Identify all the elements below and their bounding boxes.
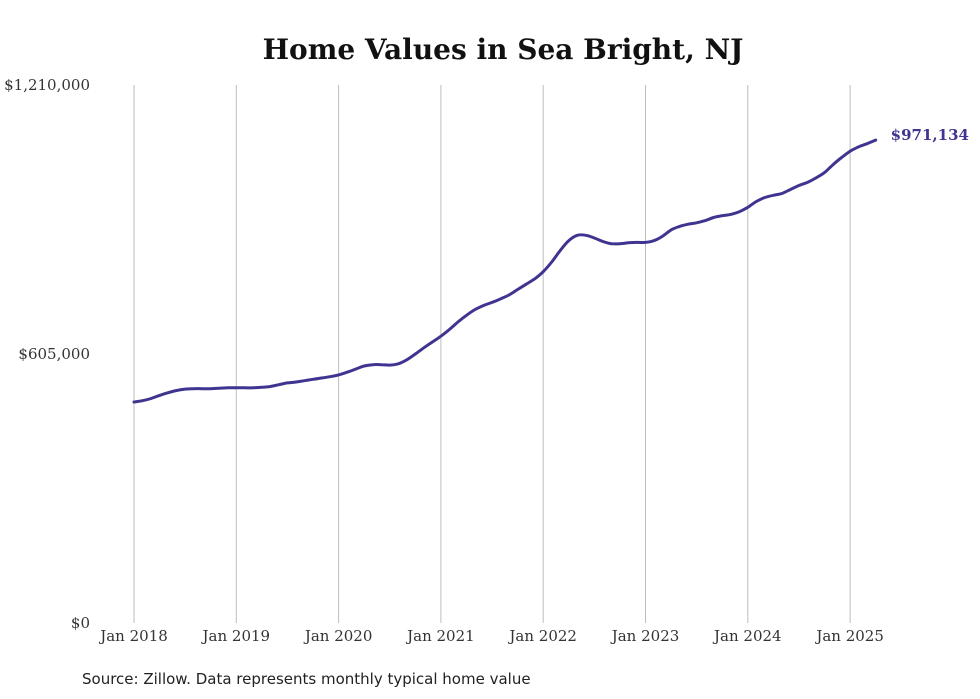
- y-tick-label: $1,210,000: [4, 76, 90, 94]
- series-line: [132, 138, 878, 404]
- x-tick-label: Jan 2020: [303, 627, 373, 645]
- end-value-label: $971,134: [891, 126, 969, 144]
- y-tick-label: $605,000: [18, 345, 90, 363]
- x-tick-label: Jan 2023: [610, 627, 680, 645]
- y-tick-label: $0: [71, 614, 90, 632]
- x-tick-label: Jan 2021: [405, 627, 475, 645]
- x-tick-label: Jan 2022: [507, 627, 577, 645]
- x-tick-label: Jan 2018: [98, 627, 168, 645]
- x-axis-ticks: Jan 2018 Jan 2019 Jan 2020 Jan 2021 Jan 2022…: [98, 627, 884, 645]
- x-tick-label: Jan 2024: [712, 627, 782, 645]
- y-axis-ticks: $0 $605,000 $1,210,000: [4, 76, 90, 632]
- x-tick-label: Jan 2025: [814, 627, 884, 645]
- source-note: Source: Zillow. Data represents monthly …: [82, 670, 531, 688]
- x-tick-label: Jan 2019: [201, 627, 271, 645]
- chart-title: Home Values in Sea Bright, NJ: [263, 33, 744, 66]
- gridlines: [133, 85, 851, 623]
